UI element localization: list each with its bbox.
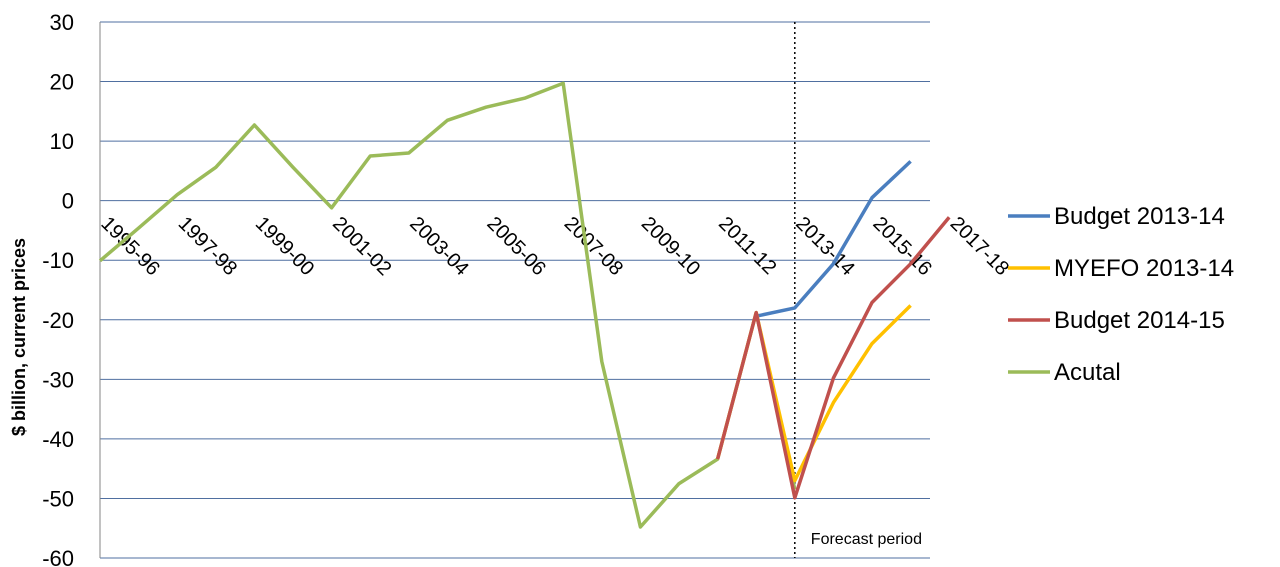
legend-label: Acutal	[1054, 359, 1121, 386]
x-tick-label: 1997-98	[174, 213, 241, 280]
forecast-annotation: Forecast period	[811, 531, 922, 548]
y-tick-label: 30	[50, 10, 74, 35]
series-line	[715, 216, 951, 500]
x-tick-label: 2009-10	[637, 213, 704, 280]
x-tick-label: 2001-02	[328, 213, 395, 280]
y-tick-label: -60	[42, 546, 74, 567]
series-line	[755, 160, 912, 318]
y-axis-label: $ billion, current prices	[9, 238, 29, 436]
y-tick-label: -30	[42, 367, 74, 392]
x-axis-ticks: 1995-96 1997-98 1999-00 2001-02 2003-04 2005-…	[96, 213, 1013, 280]
y-tick-label: -10	[42, 248, 74, 273]
x-tick-label: 1995-96	[96, 213, 163, 280]
legend-label: MYEFO 2013-14	[1054, 255, 1234, 282]
series-line	[98, 81, 797, 529]
y-tick-label: 10	[50, 129, 74, 154]
x-tick-label: 2011-12	[714, 213, 780, 279]
x-tick-label: 2017-18	[946, 213, 1013, 280]
series-line	[715, 304, 912, 483]
y-tick-label: 20	[50, 70, 74, 95]
y-tick-label: -50	[42, 486, 74, 511]
gridlines	[100, 21, 930, 559]
legend: Budget 2013-14 MYEFO 2013-14 Budget 2014-1…	[1008, 203, 1234, 386]
y-axis-ticks: 30 20 10 0 -10 -20 -30 -40 -50 -60	[42, 10, 74, 567]
y-tick-label: -20	[42, 308, 74, 333]
x-tick-label: 1999-00	[251, 213, 318, 280]
x-tick-label: 2003-04	[405, 213, 472, 280]
legend-label: Budget 2014-15	[1054, 307, 1225, 334]
x-tick-label: 2005-06	[482, 213, 549, 280]
series-lines	[98, 81, 951, 529]
y-tick-label: -40	[42, 427, 74, 452]
x-tick-label: 2007-08	[560, 213, 627, 280]
y-tick-label: 0	[62, 189, 74, 214]
legend-label: Budget 2013-14	[1054, 203, 1225, 230]
x-tick-label: 2013-14	[791, 213, 858, 280]
